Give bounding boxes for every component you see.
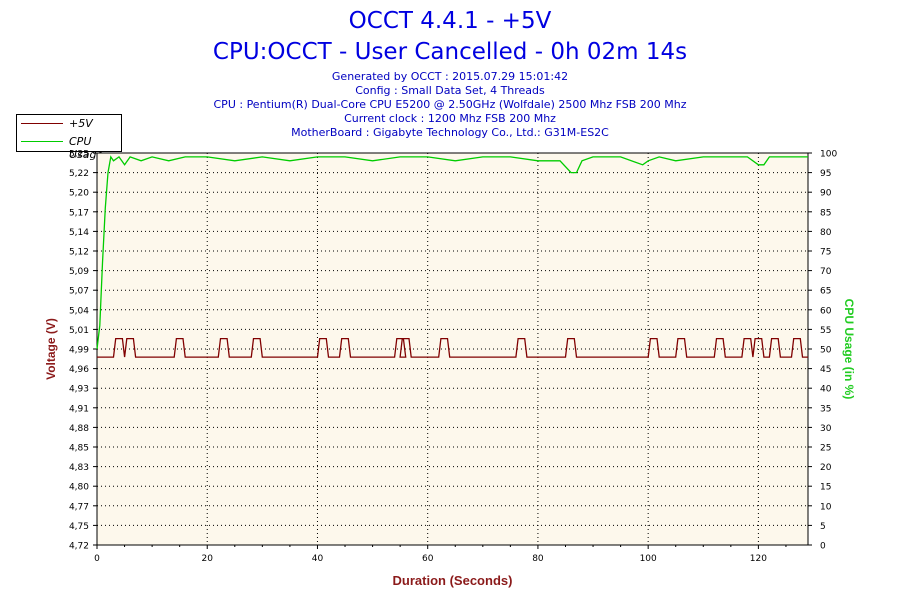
y-left-tick-label: 5,22 xyxy=(69,169,89,179)
x-tick-label: 100 xyxy=(640,554,657,564)
y-right-tick-label: 95 xyxy=(820,169,831,179)
y-left-tick-label: 5,17 xyxy=(69,208,89,218)
y-left-tick-label: 4,99 xyxy=(69,346,89,356)
chart-title: OCCT 4.4.1 - +5V xyxy=(348,8,552,34)
y-right-tick-label: 40 xyxy=(820,385,832,395)
legend-swatch-voltage xyxy=(21,123,63,124)
y-right-tick-label: 25 xyxy=(820,444,831,454)
x-tick-label: 60 xyxy=(422,554,434,564)
y-right-tick-label: 55 xyxy=(820,326,831,336)
x-tick-label: 120 xyxy=(750,554,767,564)
y-left-tick-label: 4,91 xyxy=(69,404,89,414)
y-right-tick-label: 0 xyxy=(820,542,826,552)
y-right-tick-label: 75 xyxy=(820,248,831,258)
y-left-tick-label: 5,04 xyxy=(69,306,89,316)
y-left-tick-label: 4,75 xyxy=(69,522,89,532)
y-left-tick-label: 4,85 xyxy=(69,444,89,454)
y-left-tick-label: 5,09 xyxy=(69,267,89,277)
y-right-tick-label: 15 xyxy=(820,483,831,493)
x-tick-label: 80 xyxy=(532,554,544,564)
legend-item-voltage: +5V xyxy=(17,115,121,133)
info-config: Config : Small Data Set, 4 Threads xyxy=(355,84,545,97)
y-right-tick-label: 60 xyxy=(820,306,832,316)
info-generated: Generated by OCCT : 2015.07.29 15:01:42 xyxy=(331,70,569,83)
info-motherboard: MotherBoard : Gigabyte Technology Co., L… xyxy=(291,126,609,139)
x-axis-label: Duration (Seconds) xyxy=(393,573,513,588)
series xyxy=(96,155,808,358)
y-left-tick-label: 4,88 xyxy=(69,424,89,434)
y-axis-right-label: CPU Usage (in %) xyxy=(842,299,856,400)
y-right-tick-label: 50 xyxy=(820,346,832,356)
y-right-tick-label: 90 xyxy=(820,189,832,199)
y-right-tick-label: 35 xyxy=(820,404,831,414)
y-right-tick-label: 65 xyxy=(820,287,831,297)
y-left-tick-label: 5,12 xyxy=(69,248,89,258)
y-right-tick-label: 20 xyxy=(820,463,832,473)
y-left-tick-label: 4,83 xyxy=(69,463,89,473)
axes: 4,72 4,75 4,77 4,80 4,83 4,85 4,88 4,91 4,93 4,96… xyxy=(69,150,837,565)
y-axis-left-label: Voltage (V) xyxy=(44,318,58,380)
series-line-cpu-usage xyxy=(96,155,808,350)
y-right-tick-label: 45 xyxy=(820,365,831,375)
x-tick-label: 20 xyxy=(202,554,214,564)
y-right-tick-label: 10 xyxy=(820,502,832,512)
series-line-voltage xyxy=(97,337,808,358)
y-left-tick-label: 5,14 xyxy=(69,228,89,238)
info-current-clock: Current clock : 1200 Mhz FSB 200 Mhz xyxy=(344,112,556,125)
x-tick-label: 0 xyxy=(94,554,100,564)
y-right-tick-label: 5 xyxy=(820,522,826,532)
legend-swatch-cpu xyxy=(21,141,63,142)
legend: +5V CPU Usage xyxy=(16,114,122,161)
y-left-tick-label: 4,93 xyxy=(69,385,89,395)
legend-label-cpu: CPU Usage xyxy=(69,135,104,161)
y-right-tick-label: 85 xyxy=(820,208,831,218)
y-left-tick-label: 5,07 xyxy=(69,287,89,297)
y-left-tick-label: 4,72 xyxy=(69,542,89,552)
y-right-tick-label: 30 xyxy=(820,424,832,434)
legend-label-voltage: +5V xyxy=(69,117,93,130)
legend-item-cpu: CPU Usage xyxy=(17,133,121,161)
y-right-tick-label: 70 xyxy=(820,267,832,277)
y-left-tick-label: 4,77 xyxy=(69,502,89,512)
y-left-tick-label: 4,96 xyxy=(69,365,89,375)
y-left-tick-label: 5,25 xyxy=(69,150,89,160)
info-cpu: CPU : Pentium(R) Dual-Core CPU E5200 @ 2… xyxy=(213,98,687,111)
y-right-tick-label: 100 xyxy=(820,150,837,160)
y-left-tick-label: 5,20 xyxy=(69,189,89,199)
y-right-tick-label: 80 xyxy=(820,228,832,238)
x-tick-label: 40 xyxy=(312,554,324,564)
chart-subtitle: CPU:OCCT - User Cancelled - 0h 02m 14s xyxy=(212,39,688,65)
y-left-tick-label: 5,01 xyxy=(69,326,89,336)
grid xyxy=(97,153,808,545)
y-left-tick-label: 4,80 xyxy=(69,483,89,493)
